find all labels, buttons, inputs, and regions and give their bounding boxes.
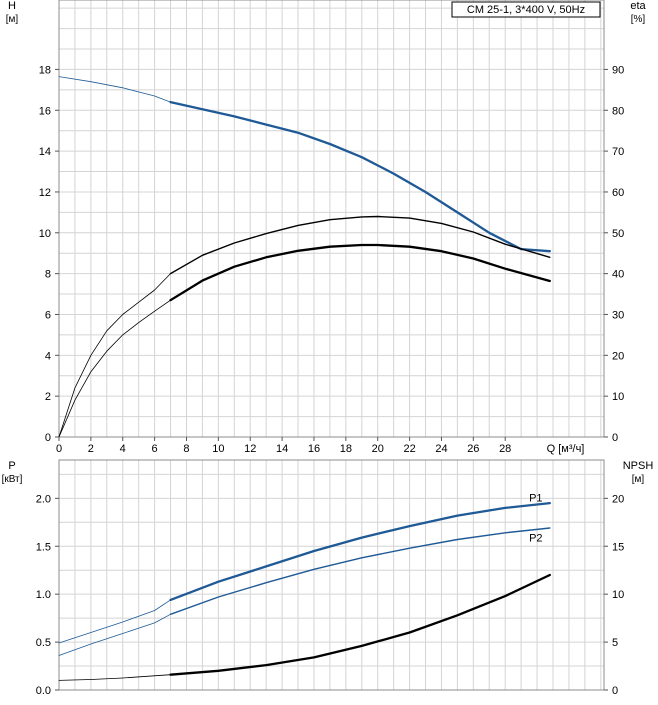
bottom-series-1	[169, 501, 551, 602]
bottom-right-tick-label: 20	[612, 493, 624, 505]
bottom-right-tick-label: 10	[612, 589, 624, 601]
top-left-tick-label: 6	[45, 309, 51, 321]
top-right-axis-unit: [%]	[631, 14, 646, 25]
bottom-left-tick-label: 1.0	[36, 589, 51, 601]
top-right-tick-label: 30	[612, 309, 624, 321]
x-tick-label: 28	[499, 443, 511, 455]
top-left-tick-label: 18	[39, 64, 51, 76]
x-tick-label: 2	[88, 443, 94, 455]
x-tick-label: 6	[152, 443, 158, 455]
bottom-left-tick-label: 0.5	[36, 637, 51, 649]
x-tick-label: 4	[120, 443, 126, 455]
top-right-tick-label: 90	[612, 64, 624, 76]
top-plot-frame	[58, 0, 605, 438]
x-tick-label: 16	[308, 443, 320, 455]
top-right-tick-label: 80	[612, 105, 624, 117]
top-left-axis-name: H	[8, 0, 16, 12]
bottom-series-2	[58, 613, 171, 656]
bottom-left-tick-label: 1.5	[36, 541, 51, 553]
top-left-tick-label: 14	[39, 146, 51, 158]
chart-title: CM 25-1, 3*400 V, 50Hz	[467, 4, 585, 16]
top-series-2	[58, 273, 171, 438]
top-series-5	[169, 243, 551, 302]
x-tick-label: 24	[435, 443, 447, 455]
bottom-right-tick-label: 0	[612, 685, 618, 697]
x-tick-label: 14	[276, 443, 288, 455]
top-right-tick-label: 0	[612, 432, 618, 444]
bottom-series-5	[169, 573, 551, 676]
top-left-tick-label: 2	[45, 391, 51, 403]
x-tick-label: 18	[340, 443, 352, 455]
bottom-series-3	[169, 527, 551, 615]
bottom-right-axis-name: NPSH	[623, 460, 654, 472]
x-tick-label: 22	[403, 443, 415, 455]
top-left-tick-label: 12	[39, 187, 51, 199]
top-left-tick-label: 0	[45, 432, 51, 444]
bottom-left-axis-unit: [кВт]	[2, 474, 23, 485]
bottom-right-tick-label: 5	[612, 637, 618, 649]
bottom-left-tick-label: 0.0	[36, 685, 51, 697]
top-right-tick-label: 40	[612, 269, 624, 281]
bottom-right-tick-label: 15	[612, 541, 624, 553]
bottom-left-tick-label: 2.0	[36, 493, 51, 505]
series-label-p1: P1	[529, 492, 542, 504]
x-tick-label: 20	[372, 443, 384, 455]
series-label-p2: P2	[529, 533, 542, 545]
x-tick-label: 12	[244, 443, 256, 455]
top-series-4	[58, 299, 171, 438]
top-right-tick-label: 50	[612, 228, 624, 240]
x-axis-label: Q [м³/ч]	[547, 443, 585, 455]
chart-title-box	[451, 1, 601, 18]
bottom-left-axis-name: P	[8, 460, 15, 472]
top-left-tick-label: 16	[39, 105, 51, 117]
top-left-tick-label: 8	[45, 269, 51, 281]
top-series-1	[169, 100, 551, 253]
top-left-axis-unit: [м]	[6, 14, 19, 25]
bottom-series-0	[58, 599, 171, 644]
bottom-series-4	[58, 674, 171, 681]
top-series-3	[169, 215, 551, 275]
top-left-tick-label: 4	[45, 350, 51, 362]
x-tick-label: 26	[467, 443, 479, 455]
x-tick-label: 0	[56, 443, 62, 455]
x-tick-label: 10	[212, 443, 224, 455]
top-right-tick-label: 20	[612, 350, 624, 362]
x-tick-label: 8	[183, 443, 189, 455]
bottom-right-axis-unit: [м]	[632, 474, 645, 485]
top-right-tick-label: 70	[612, 146, 624, 158]
top-series-0	[58, 76, 171, 103]
top-left-tick-label: 10	[39, 228, 51, 240]
top-right-tick-label: 10	[612, 391, 624, 403]
top-right-tick-label: 60	[612, 187, 624, 199]
top-right-axis-name: eta	[630, 0, 646, 12]
bottom-plot-frame	[58, 459, 605, 691]
